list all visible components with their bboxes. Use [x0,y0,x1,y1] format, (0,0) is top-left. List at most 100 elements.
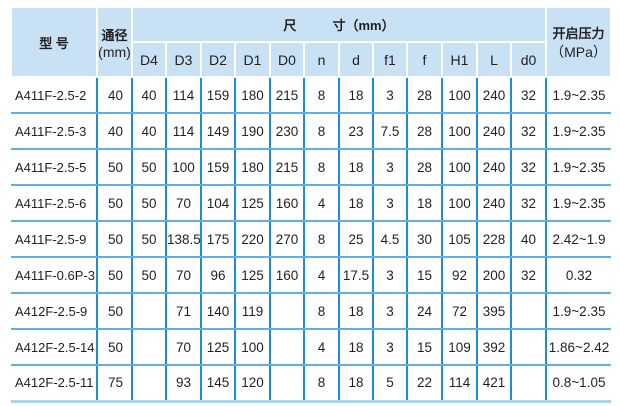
value-cell: 8 [303,365,339,403]
model-cell: A412F-2.5-11 [11,365,97,403]
pressure-unit: （MPa） [550,43,607,60]
column-header-l: L [476,41,512,78]
value-cell: 395 [476,293,511,330]
value-cell: 92 [441,257,477,294]
value-cell: 24 [406,293,442,330]
table-row: A411F-2.5-3 40 40 114 149 190 230 8 23 7.5 28 100 24… [11,113,611,150]
bore-unit: (mm) [98,43,131,60]
value-cell: 5 [372,365,407,403]
value-cell: 70 [165,185,201,222]
value-cell: 114 [441,365,477,403]
value-cell: 3 [372,293,407,330]
value-cell: 240 [476,113,511,150]
value-cell: 30 [406,221,442,258]
pressure-header: 开启压力 （MPa） [545,6,612,78]
value-cell: 140 [200,293,235,330]
value-cell [131,365,166,403]
value-cell: 18 [338,77,373,114]
value-cell: 220 [234,221,270,258]
model-cell: A412F-2.5-14 [11,329,97,366]
pressure-cell: 0.32 [545,257,611,294]
value-cell: 50 [131,221,166,258]
pressure-cell: 1.9~2.35 [545,149,611,186]
column-header-d1: D1 [234,41,271,78]
value-cell: 50 [96,149,132,186]
column-header-h1: H1 [441,41,478,78]
value-cell: 100 [234,329,270,366]
value-cell: 228 [476,221,511,258]
column-header-d0: d0 [510,41,547,78]
value-cell [131,329,166,366]
value-cell: 240 [476,149,511,186]
model-cell: A411F-2.5-9 [11,221,97,258]
value-cell: 15 [406,257,442,294]
value-cell: 230 [269,113,304,150]
value-cell: 392 [476,329,511,366]
column-header-f: f [406,41,443,78]
column-header-d2: D2 [200,41,236,78]
value-cell: 40 [131,113,166,150]
value-cell: 50 [96,221,132,258]
column-header-n: n [303,41,340,78]
value-cell: 125 [234,185,270,222]
value-cell: 120 [234,365,270,403]
value-cell: 28 [406,77,442,114]
value-cell: 421 [476,365,511,403]
table-row: A411F-0.6P-3 50 50 70 96 125 160 4 17.5 3 15 92 200 3… [11,257,611,294]
table-row: A411F-2.5-9 50 50 138.5 175 220 270 8 25 4.5 30 105… [11,221,611,258]
model-cell: A411F-2.5-2 [11,77,97,114]
bore-label: 通径 [101,27,128,43]
value-cell: 18 [338,365,373,403]
value-cell: 8 [303,77,339,114]
value-cell: 159 [200,77,235,114]
table-row: A411F-2.5-5 50 50 100 159 180 215 8 18 3 28 100 240 3… [11,149,611,186]
value-cell: 100 [441,113,477,150]
dimensions-header: 尺 寸（mm） [131,6,547,43]
value-cell: 7.5 [372,113,407,150]
value-cell [269,329,304,366]
column-header-d0: D0 [269,41,305,78]
value-cell: 240 [476,77,511,114]
value-cell: 125 [234,257,270,294]
model-cell: A412F-2.5-9 [11,293,97,330]
value-cell: 50 [96,329,132,366]
value-cell [131,293,166,330]
value-cell: 3 [372,329,407,366]
table-row: A412F-2.5-14 50 70 125 100 4 18 3 15 109 392 1.86~2… [11,329,611,366]
value-cell: 50 [131,149,166,186]
value-cell: 17.5 [338,257,373,294]
value-cell: 4 [303,329,339,366]
value-cell: 3 [372,185,407,222]
value-cell: 175 [200,221,235,258]
value-cell: 15 [406,329,442,366]
value-cell: 159 [200,149,235,186]
model-header: 型 号 [10,6,98,78]
value-cell: 28 [406,149,442,186]
pressure-cell: 1.9~2.35 [545,77,611,114]
value-cell: 190 [234,113,270,150]
value-cell: 18 [406,185,442,222]
value-cell: 160 [269,185,304,222]
value-cell: 8 [303,149,339,186]
value-cell: 138.5 [165,221,201,258]
valve-spec-table: 型 号 通径 (mm) 尺 寸（mm） 开启压力 （MPa） D4 D3 D2 D1 D0 n… [10,6,612,403]
model-cell: A411F-2.5-6 [11,185,97,222]
value-cell: 32 [510,257,546,294]
value-cell: 8 [303,113,339,150]
value-cell: 3 [372,77,407,114]
value-cell: 114 [165,77,201,114]
value-cell: 145 [200,365,235,403]
value-cell: 100 [165,149,201,186]
value-cell: 32 [510,77,546,114]
pressure-cell: 1.9~2.35 [545,113,611,150]
value-cell: 160 [269,257,304,294]
value-cell: 8 [303,293,339,330]
value-cell: 215 [269,149,304,186]
value-cell [510,293,546,330]
value-cell: 40 [96,113,132,150]
value-cell: 4.5 [372,221,407,258]
value-cell: 8 [303,221,339,258]
value-cell: 72 [441,293,477,330]
value-cell: 40 [96,77,132,114]
value-cell: 18 [338,293,373,330]
